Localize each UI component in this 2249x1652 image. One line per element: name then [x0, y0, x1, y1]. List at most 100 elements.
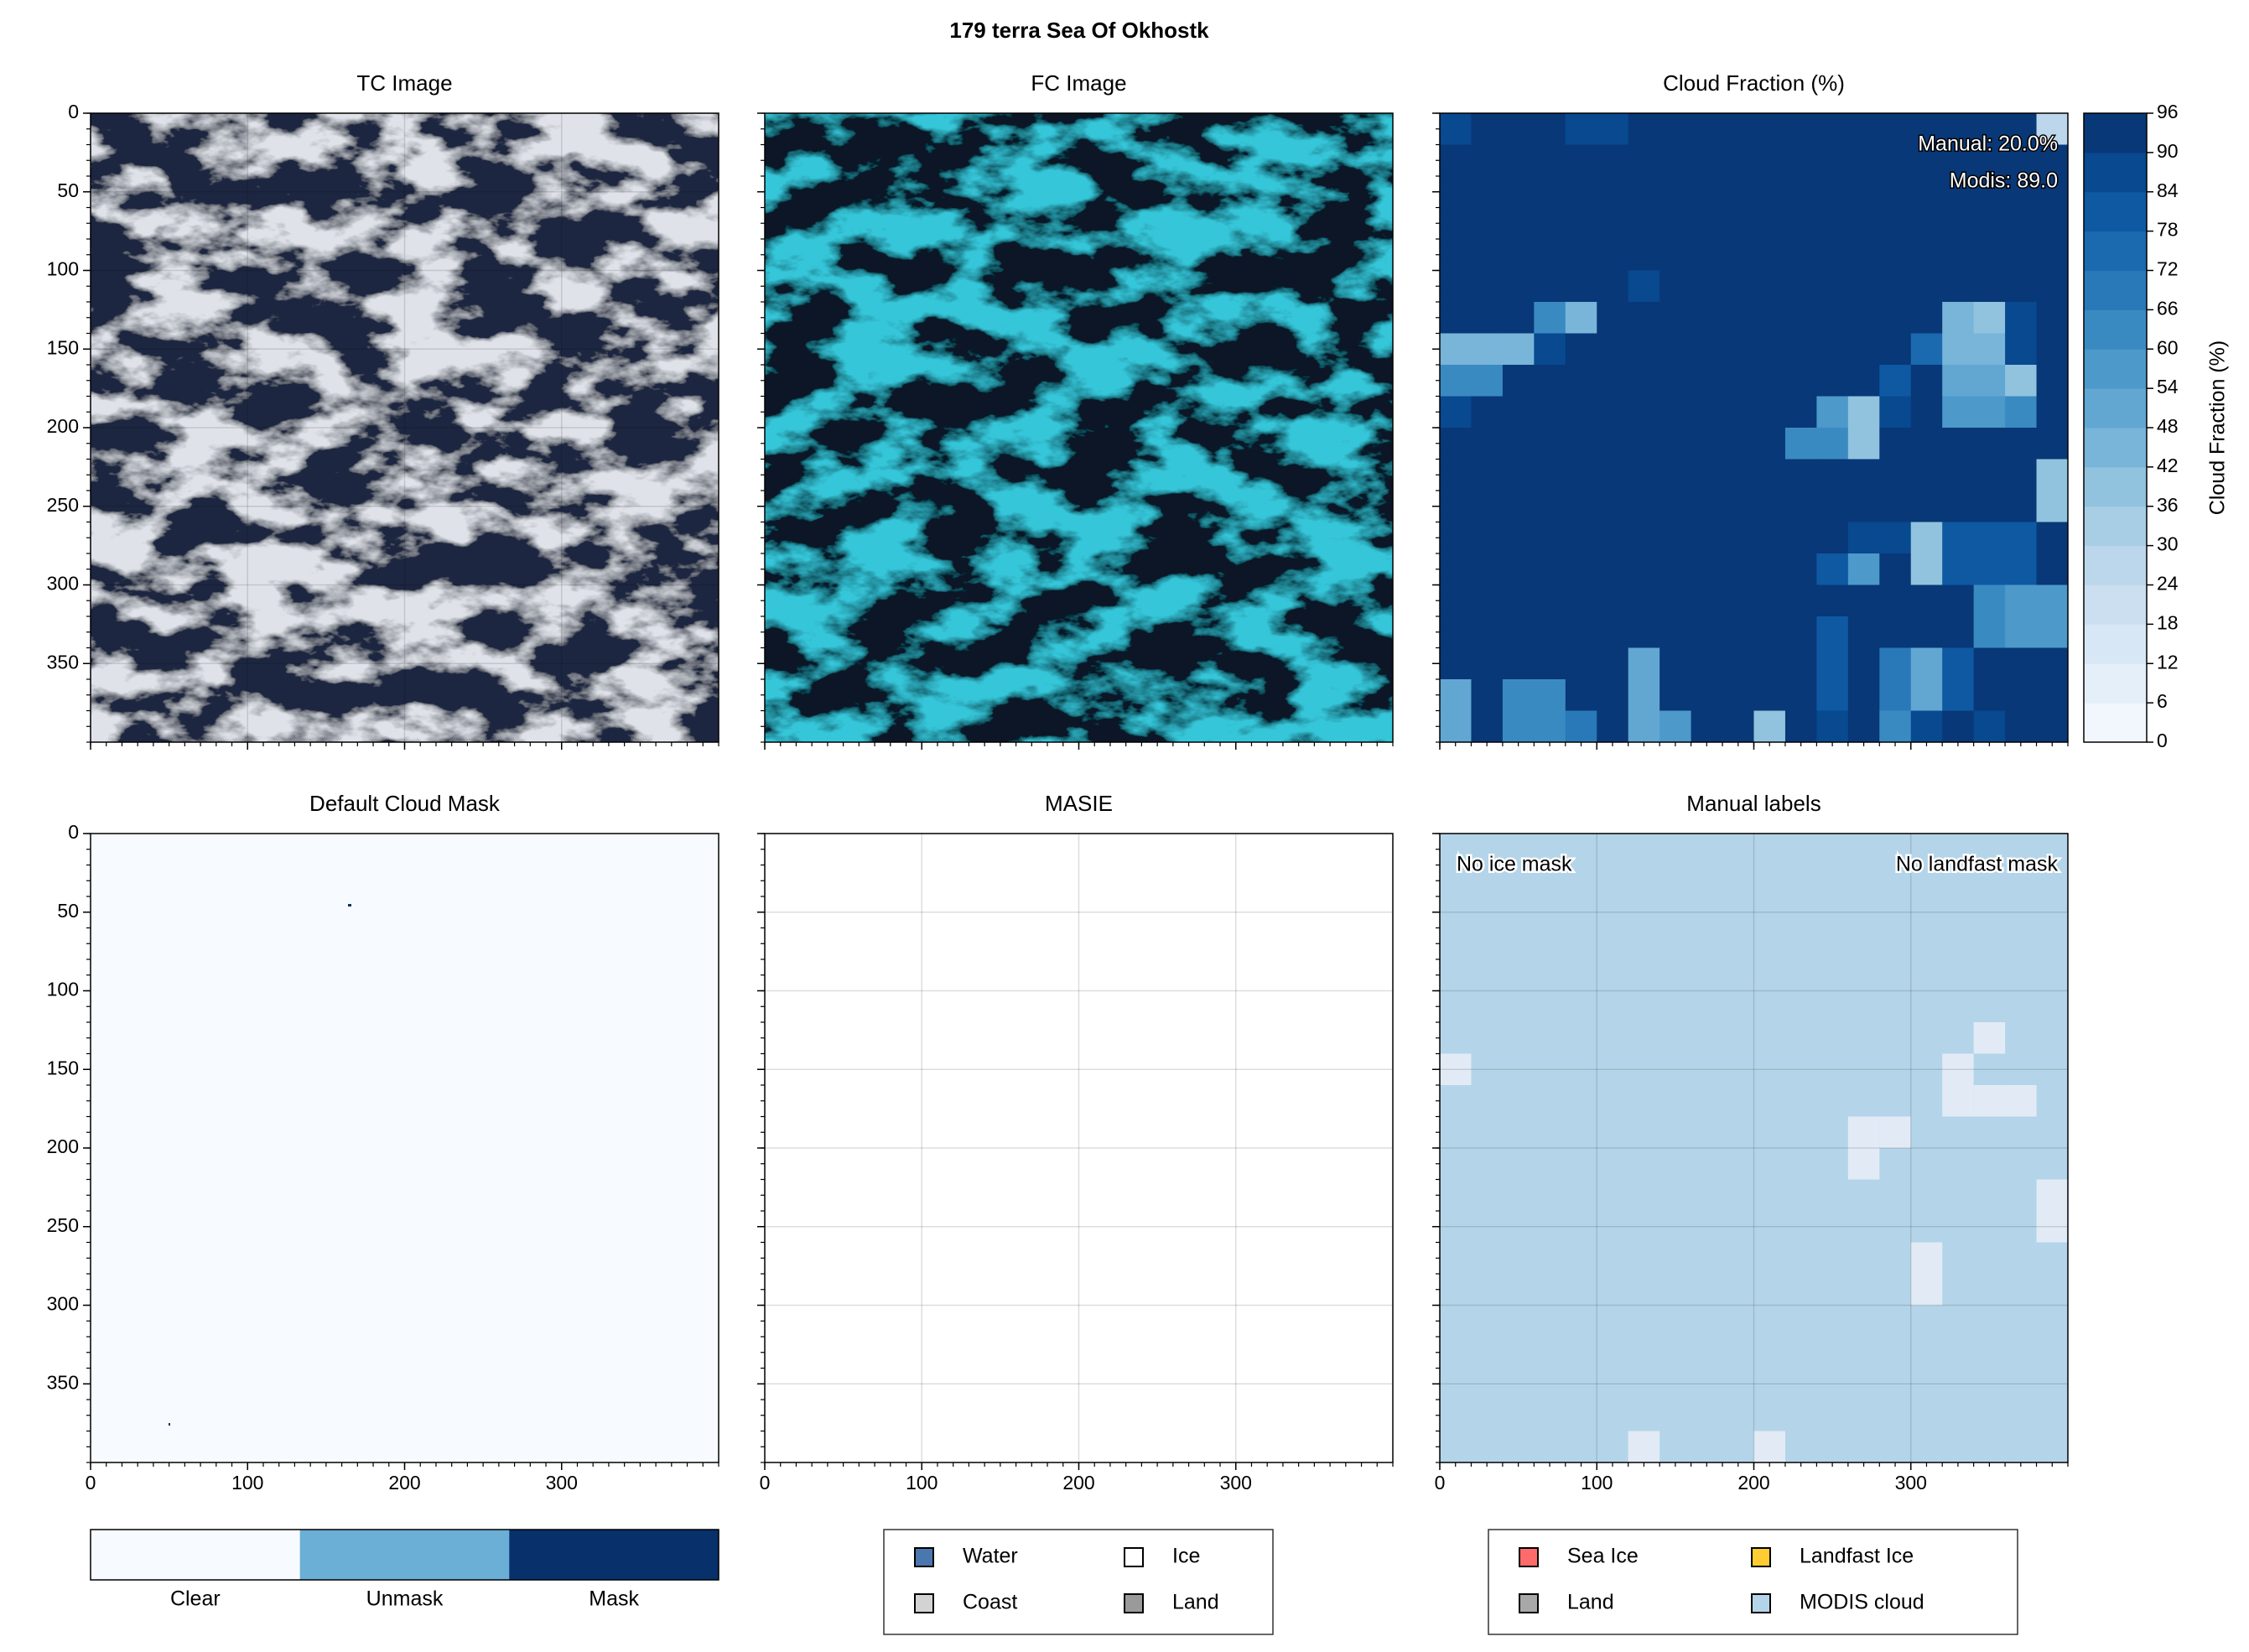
heatmap-cell — [1879, 302, 1912, 334]
x-tick-label: 100 — [906, 1472, 938, 1494]
heatmap-cell — [2005, 333, 2038, 366]
heatmap-cell — [2036, 113, 2068, 145]
heatmap-cell — [1722, 302, 1754, 334]
heatmap-cell — [1597, 365, 1629, 397]
heatmap-cell — [1722, 333, 1754, 366]
heatmap-cell — [1691, 522, 1723, 554]
x-tick-label: 300 — [546, 1472, 578, 1494]
heatmap-cell — [1879, 616, 1912, 648]
x-tick-label: 200 — [388, 1472, 420, 1494]
heatmap-cell — [1471, 679, 1504, 711]
clear-cell — [1847, 1148, 1880, 1180]
heatmap-cell — [1659, 365, 1692, 397]
heatmap-cell — [2005, 584, 2038, 617]
heatmap-cell — [1502, 365, 1535, 397]
heatmap-cell — [1753, 679, 1786, 711]
heatmap-cell — [1847, 239, 1880, 271]
colorbar-tick-label: 72 — [2157, 258, 2179, 280]
heatmap-cell — [2036, 333, 2068, 366]
figure-title: 179 terra Sea Of Okhostk — [949, 18, 1209, 43]
heatmap-cell — [1597, 302, 1629, 334]
heatmap-cell — [1659, 176, 1692, 208]
heatmap-cell — [1628, 113, 1660, 145]
heatmap-cell — [1722, 176, 1754, 208]
heatmap-cell — [1691, 584, 1723, 617]
heatmap-cell — [1753, 459, 1786, 491]
heatmap-cell — [1722, 113, 1754, 145]
heatmap-cell — [1942, 522, 1975, 554]
y-tick-label: 350 — [47, 1371, 79, 1393]
heatmap-cell — [1565, 333, 1597, 366]
heatmap-cell — [1502, 679, 1535, 711]
heatmap-cell — [1628, 491, 1660, 522]
heatmap-cell — [1942, 302, 1975, 334]
heatmap-cell — [1502, 176, 1535, 208]
heatmap-cell — [1597, 679, 1629, 711]
heatmap-cell — [1440, 239, 1472, 271]
colorbar-segment — [2084, 428, 2147, 468]
heatmap-cell — [2005, 553, 2038, 585]
heatmap-cell — [1691, 647, 1723, 680]
heatmap-cell — [1973, 396, 2006, 429]
heatmap-cell — [1534, 679, 1566, 711]
heatmap-cell — [1628, 207, 1660, 240]
colorbar-tick-label: 12 — [2157, 651, 2179, 673]
heatmap-cell — [1440, 176, 1472, 208]
heatmap-cell — [1784, 553, 1817, 585]
colorbar-tick-label: 78 — [2157, 219, 2179, 241]
colorbar-tick-label: 84 — [2157, 179, 2179, 201]
heatmap-cell — [1942, 270, 1975, 303]
cloud-area — [1440, 834, 2068, 1462]
colorbar-label: Mask — [589, 1587, 639, 1611]
heatmap-cell — [1659, 113, 1692, 145]
heatmap-cell — [1722, 144, 1754, 177]
heatmap-cell — [1597, 491, 1629, 522]
heatmap-cell — [1847, 491, 1880, 522]
heatmap-cell — [2036, 459, 2068, 491]
heatmap-cell — [1784, 302, 1817, 334]
heatmap-cell — [1659, 679, 1692, 711]
heatmap-cell — [1502, 144, 1535, 177]
heatmap-cell — [1534, 270, 1566, 303]
heatmap-cell — [2005, 522, 2038, 554]
clear-cell — [1753, 1431, 1785, 1462]
heatmap-cell — [1597, 239, 1629, 271]
heatmap-cell — [1722, 522, 1754, 554]
heatmap-cell — [1879, 647, 1912, 680]
heatmap-cell — [1942, 428, 1975, 460]
clear-cell — [1973, 1022, 2006, 1054]
heatmap-cell — [1565, 679, 1597, 711]
heatmap-cell — [2005, 302, 2038, 334]
y-tick-label: 200 — [47, 415, 79, 437]
heatmap-cell — [1502, 616, 1535, 648]
heatmap-cell — [1691, 365, 1723, 397]
heatmap-cell — [1471, 365, 1504, 397]
heatmap-cell — [1565, 491, 1597, 522]
y-tick-label: 300 — [47, 1293, 79, 1315]
heatmap-cell — [1534, 647, 1566, 680]
heatmap-cell — [1628, 584, 1660, 617]
heatmap-cell — [2005, 270, 2038, 303]
heatmap-cell — [1816, 113, 1849, 145]
heatmap-cell — [1847, 302, 1880, 334]
legend-swatch — [914, 1593, 934, 1613]
heatmap-cell — [1910, 113, 1943, 145]
heatmap-cell — [1534, 176, 1566, 208]
heatmap-cell — [1942, 710, 1975, 742]
legend-swatch — [1751, 1547, 1771, 1567]
heatmap-cell — [2005, 396, 2038, 429]
heatmap-cell — [2005, 647, 2038, 680]
heatmap-cell — [1879, 207, 1912, 240]
legend-label: Land — [1172, 1591, 1219, 1614]
heatmap-cell — [1534, 144, 1566, 177]
heatmap-cell — [1942, 113, 1975, 145]
heatmap-cell — [1910, 302, 1943, 334]
heatmap-cell — [1816, 584, 1849, 617]
colorbar-segment — [2084, 545, 2147, 585]
heatmap-cell — [1722, 491, 1754, 522]
heatmap-cell — [1471, 302, 1504, 334]
heatmap-cell — [2036, 428, 2068, 460]
heatmap-cell — [1753, 270, 1786, 303]
heatmap-cell — [1753, 144, 1786, 177]
heatmap-cell — [1784, 710, 1817, 742]
